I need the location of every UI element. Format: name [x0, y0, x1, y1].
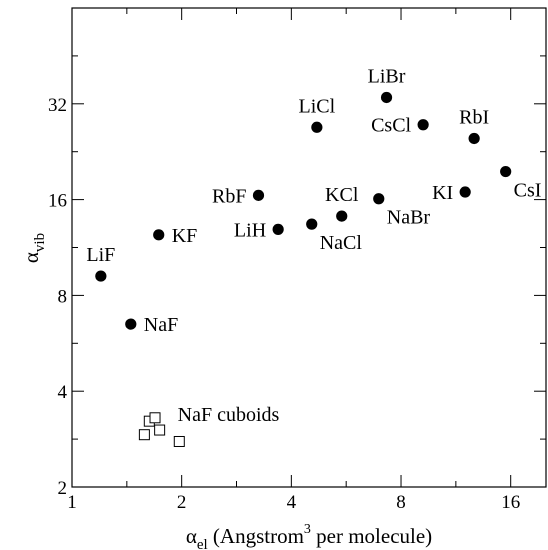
point-label: KI: [432, 182, 453, 204]
cuboid-point: [173, 435, 185, 447]
data-point: [272, 223, 284, 235]
plot-frame: [71, 7, 547, 488]
point-label: RbF: [212, 185, 246, 207]
point-label: NaBr: [387, 207, 431, 229]
point-label: RbI: [459, 106, 489, 128]
cuboid-point: [138, 429, 150, 441]
data-point: [468, 132, 480, 145]
data-point: [95, 270, 107, 282]
point-label: LiCl: [299, 95, 336, 117]
y-tick-label: 4: [58, 382, 68, 403]
point-label: CsI: [514, 180, 542, 202]
data-point: [125, 318, 137, 330]
cuboid-point: [149, 412, 161, 424]
annotation-label: NaF cuboids: [178, 404, 280, 426]
data-point: [380, 91, 393, 104]
y-axis-title: αvib: [19, 233, 48, 263]
y-tick-label: 2: [58, 478, 68, 499]
data-point: [373, 193, 385, 205]
point-label: LiBr: [368, 65, 406, 87]
point-label: NaCl: [320, 232, 363, 254]
point-labels: LiF KF NaF RbF LiH NaCl LiCl KCl NaBr LiBr CsCl KI R…: [86, 65, 541, 426]
point-label: LiF: [86, 244, 115, 266]
x-tick-label: 2: [177, 492, 187, 513]
x-axis-title: αel (Angstrom3 per molecule): [186, 522, 432, 550]
point-label: NaF: [144, 314, 178, 336]
data-point: [252, 189, 265, 201]
point-label: KF: [172, 225, 198, 247]
data-point: [336, 210, 348, 222]
data-point: [311, 121, 323, 133]
data-points: [95, 91, 512, 447]
data-point: [459, 186, 471, 198]
cuboid-point: [154, 424, 166, 436]
point-label: KCl: [325, 184, 359, 206]
point-label: LiH: [234, 219, 266, 241]
x-tick-label: 16: [501, 492, 520, 513]
data-point: [153, 229, 165, 241]
point-label: CsCl: [371, 115, 411, 137]
y-tick-label: 16: [48, 191, 67, 212]
x-tick-label: 8: [396, 492, 406, 513]
y-tick-label: 8: [58, 286, 68, 307]
data-point: [500, 165, 512, 178]
data-point: [306, 218, 318, 230]
data-point: [417, 119, 429, 131]
y-tick-label: 32: [48, 95, 67, 116]
x-tick-label: 1: [67, 492, 77, 513]
x-tick-label: 4: [287, 492, 297, 513]
